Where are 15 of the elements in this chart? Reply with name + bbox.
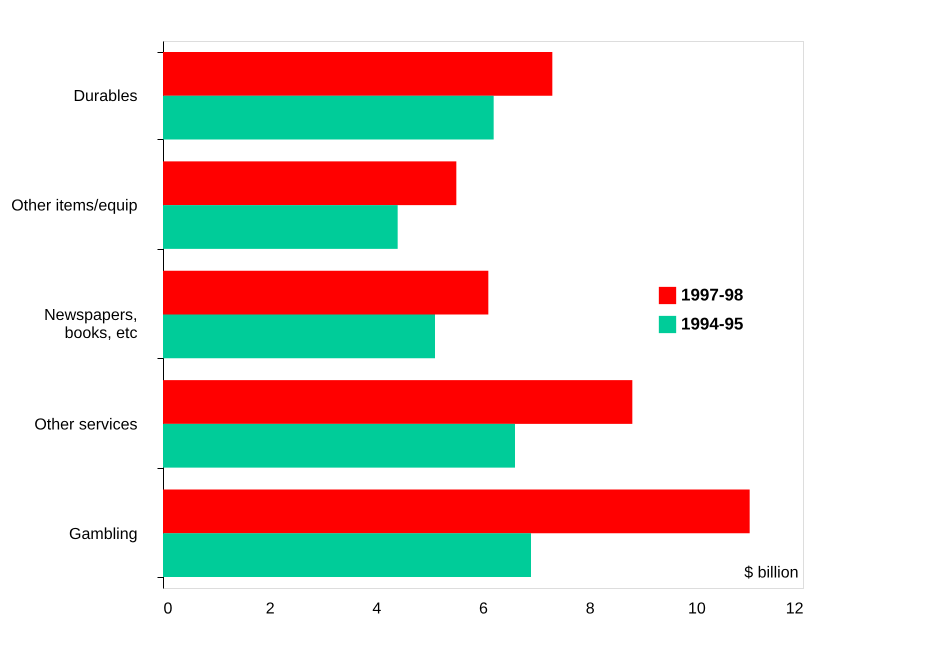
y-tick-label: Gambling [69, 526, 138, 543]
x-tick-label: 4 [372, 600, 382, 618]
x-tick-label: 6 [479, 600, 488, 618]
legend-label: 1997-98 [681, 286, 744, 304]
x-axis-title: $ billion [744, 564, 798, 582]
legend-label: 1994-95 [681, 314, 744, 334]
x-tick-label: 10 [688, 600, 706, 618]
x-tick-label: 0 [164, 600, 172, 618]
y-tick-label: Newspapers, books, etc [44, 307, 138, 342]
y-tick-label: Other items/equip [11, 198, 138, 215]
y-tick-label: Durables [73, 88, 138, 106]
x-tick-label: 2 [266, 600, 275, 618]
y-tick-label: Other services [34, 416, 138, 434]
x-tick-label: 12 [786, 600, 804, 618]
x-tick-label: 8 [586, 600, 595, 618]
